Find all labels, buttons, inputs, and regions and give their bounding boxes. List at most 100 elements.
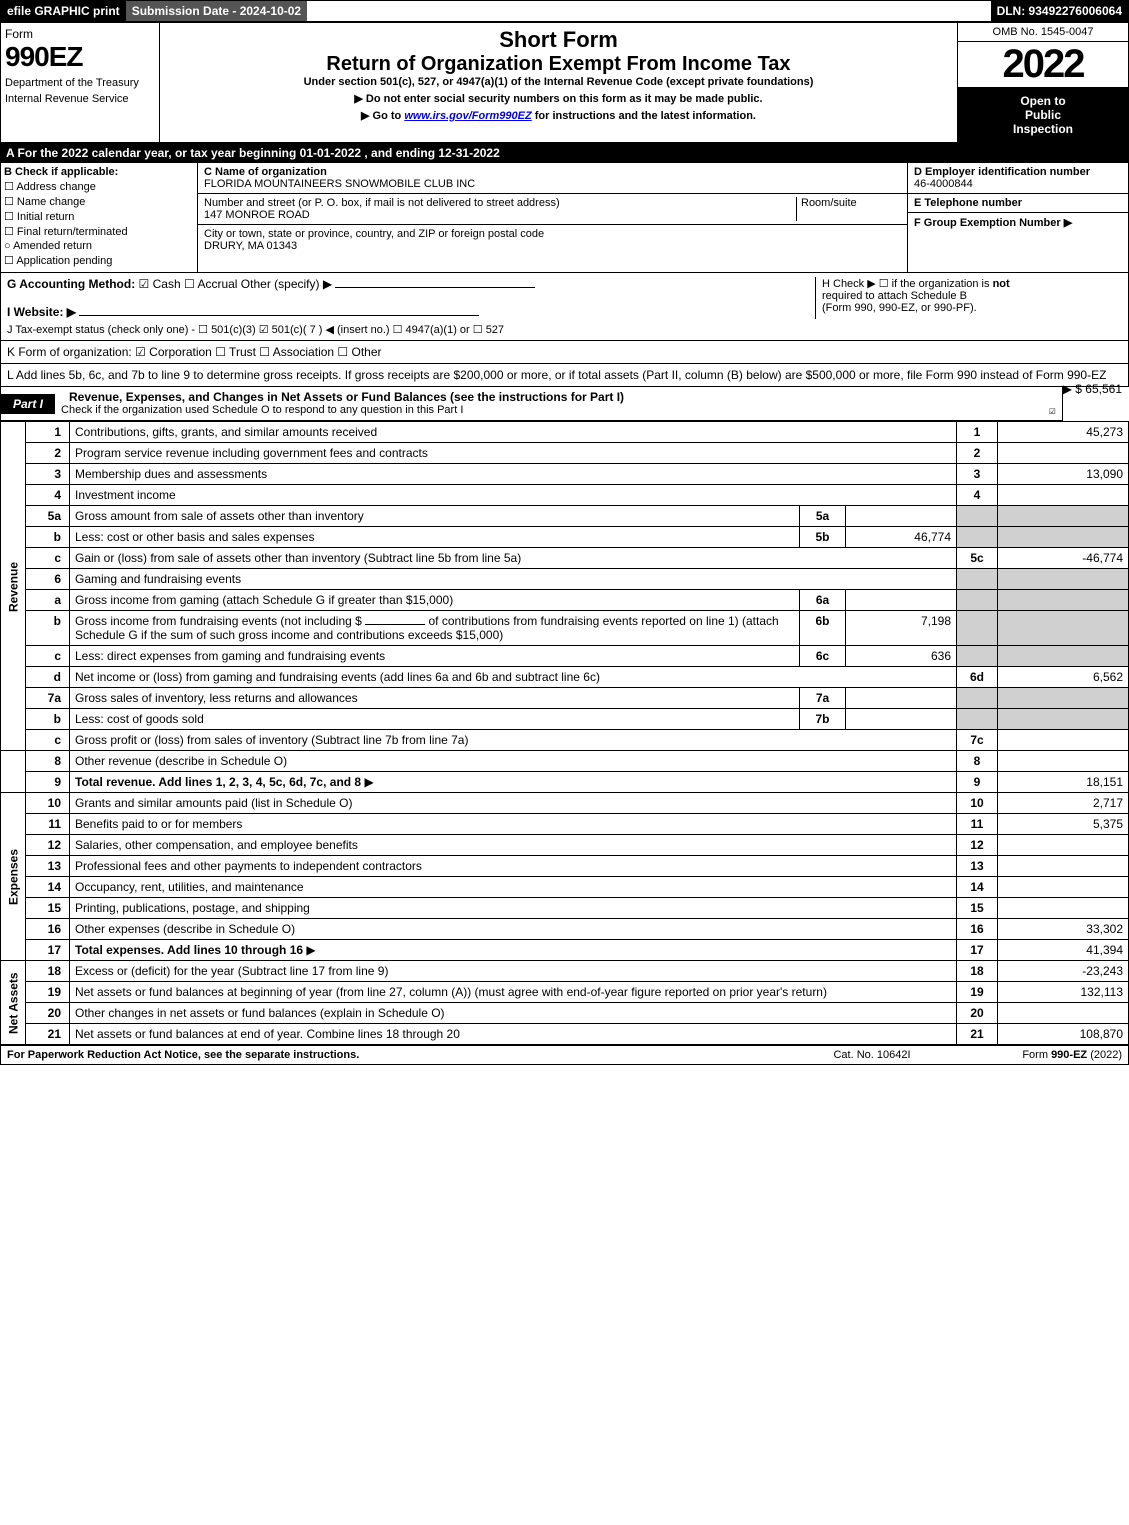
g-other-field[interactable] [335,287,535,288]
city-value: DRURY, MA 01343 [204,240,297,252]
header-right: OMB No. 1545-0047 2022 Open to Public In… [957,23,1128,142]
tel-row: E Telephone number [908,194,1128,213]
line-3-desc: Membership dues and assessments [70,464,957,485]
line-5a-val [846,506,957,527]
part1-header: Part I Revenue, Expenses, and Changes in… [0,387,1063,421]
footer-right: Form 990-EZ (2022) [942,1049,1122,1061]
irs-link[interactable]: www.irs.gov/Form990EZ [404,110,531,122]
city-label: City or town, state or province, country… [204,228,544,240]
g-cash[interactable]: Cash [139,277,181,291]
part1-tab: Part I [1,394,55,414]
check-final-return[interactable]: Final return/terminated [4,225,194,238]
table-row: Expenses 10 Grants and similar amounts p… [1,793,1129,814]
section-l: L Add lines 5b, 6c, and 7b to line 9 to … [0,364,1129,387]
g-other[interactable]: Other (specify) ▶ [241,277,332,291]
table-row: c Less: direct expenses from gaming and … [1,646,1129,667]
line-6a-val [846,590,957,611]
line-20-desc: Other changes in net assets or fund bala… [70,1003,957,1024]
line-21-desc: Net assets or fund balances at end of ye… [70,1024,957,1045]
section-ghij: G Accounting Method: Cash Accrual Other … [0,273,1129,341]
table-row: 2 Program service revenue including gove… [1,443,1129,464]
line-7a-val [846,688,957,709]
submission-date: Submission Date - 2024-10-02 [126,1,307,21]
dln-label: DLN: 93492276006064 [991,1,1128,21]
table-row: 8 Other revenue (describe in Schedule O)… [1,751,1129,772]
line-8-desc: Other revenue (describe in Schedule O) [70,751,957,772]
line-4-val [998,485,1129,506]
part1-check-text: Check if the organization used Schedule … [61,404,463,416]
line-2-val [998,443,1129,464]
open-line-2: Public [964,108,1122,122]
ein-row: D Employer identification number 46-4000… [908,163,1128,194]
check-address-change[interactable]: Address change [4,180,194,193]
table-row: 21 Net assets or fund balances at end of… [1,1024,1129,1045]
part1-checkbox[interactable]: ☑ [1049,404,1056,417]
line-6b-desc: Gross income from fundraising events (no… [70,611,800,646]
line-14-val [998,877,1129,898]
line-11-desc: Benefits paid to or for members [70,814,957,835]
group-label: F Group Exemption Number ▶ [914,216,1122,229]
org-name-row: C Name of organization FLORIDA MOUNTAINE… [198,163,907,194]
part1-check-line: Check if the organization used Schedule … [61,404,1056,416]
org-name-value: FLORIDA MOUNTAINEERS SNOWMOBILE CLUB INC [204,178,475,190]
check-application-pending[interactable]: Application pending [4,254,194,267]
line-9-desc-text: Total revenue. Add lines 1, 2, 3, 4, 5c,… [75,775,361,789]
expenses-vlabel: Expenses [1,793,26,961]
l-text: L Add lines 5b, 6c, and 7b to line 9 to … [7,368,1106,382]
footer-left: For Paperwork Reduction Act Notice, see … [7,1049,802,1061]
section-g: G Accounting Method: Cash Accrual Other … [7,277,815,319]
check-name-change[interactable]: Name change [4,195,194,208]
city-row: City or town, state or province, country… [198,225,907,255]
instr2-post: for instructions and the latest informat… [532,110,756,122]
line-17-desc: Total expenses. Add lines 10 through 16 [70,940,957,961]
line-15-desc: Printing, publications, postage, and shi… [70,898,957,919]
line-5c-desc: Gain or (loss) from sale of assets other… [70,548,957,569]
street-row: Number and street (or P. O. box, if mail… [198,194,907,225]
check-initial-return[interactable]: Initial return [4,210,194,223]
line-6d-desc: Net income or (loss) from gaming and fun… [70,667,957,688]
h-text-1: H Check ▶ ☐ if the organization is [822,278,993,290]
table-row: c Gross profit or (loss) from sales of i… [1,730,1129,751]
table-row: 6 Gaming and fundraising events [1,569,1129,590]
line-3-val: 13,090 [998,464,1129,485]
netassets-vlabel: Net Assets [1,961,26,1045]
table-row: d Net income or (loss) from gaming and f… [1,667,1129,688]
line-2-desc: Program service revenue including govern… [70,443,957,464]
table-row: 3 Membership dues and assessments 3 13,0… [1,464,1129,485]
line-19-val: 132,113 [998,982,1129,1003]
g-accrual[interactable]: Accrual [184,277,237,291]
line-1-val: 45,273 [998,422,1129,443]
section-i: I Website: ▶ [7,305,76,319]
line-16-desc: Other expenses (describe in Schedule O) [70,919,957,940]
table-row: 15 Printing, publications, postage, and … [1,898,1129,919]
instr-line-2: ▶ Go to www.irs.gov/Form990EZ for instru… [164,109,953,122]
footer: For Paperwork Reduction Act Notice, see … [0,1045,1129,1065]
line-6-desc: Gaming and fundraising events [70,569,957,590]
line-6c-val: 636 [846,646,957,667]
line-14-desc: Occupancy, rent, utilities, and maintena… [70,877,957,898]
street-label: Number and street (or P. O. box, if mail… [204,197,560,209]
table-row: 7a Gross sales of inventory, less return… [1,688,1129,709]
table-row: 17 Total expenses. Add lines 10 through … [1,940,1129,961]
table-row: 19 Net assets or fund balances at beginn… [1,982,1129,1003]
line-10-desc: Grants and similar amounts paid (list in… [70,793,957,814]
line-7b-desc: Less: cost of goods sold [70,709,800,730]
under-section: Under section 501(c), 527, or 4947(a)(1)… [164,76,953,88]
table-row: a Gross income from gaming (attach Sched… [1,590,1129,611]
section-b-label: B Check if applicable: [4,166,194,178]
group-row: F Group Exemption Number ▶ [908,213,1128,272]
instr2-pre: ▶ Go to [361,110,404,122]
line-6a-desc: Gross income from gaming (attach Schedul… [70,590,800,611]
section-k: K Form of organization: ☑ Corporation ☐ … [0,341,1129,364]
h-text-3: (Form 990, 990-EZ, or 990-PF). [822,302,977,314]
check-amended-return[interactable]: Amended return [4,240,194,252]
form-header: Form 990EZ Department of the Treasury In… [0,22,1129,143]
efile-print-button[interactable]: efile GRAPHIC print [1,1,126,21]
line-6c-desc: Less: direct expenses from gaming and fu… [70,646,800,667]
line-21-val: 108,870 [998,1024,1129,1045]
footer-right-post: (2022) [1087,1049,1122,1061]
org-name-label: C Name of organization [204,166,327,178]
line-12-val [998,835,1129,856]
line-9-val: 18,151 [998,772,1129,793]
website-field[interactable] [79,315,479,316]
